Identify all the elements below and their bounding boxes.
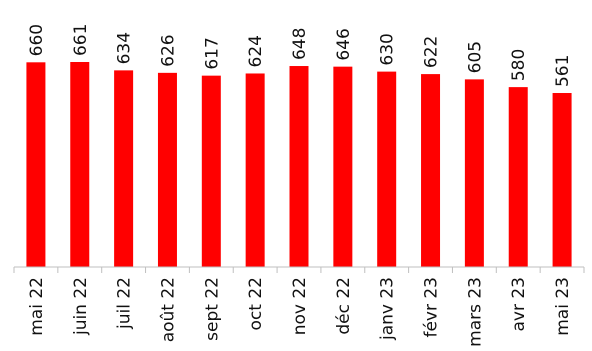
category-label: janv 23 <box>378 277 398 341</box>
data-label: 646 <box>334 28 354 60</box>
bar <box>201 75 221 268</box>
bar <box>245 73 265 267</box>
bar <box>289 66 309 267</box>
bar <box>157 72 177 267</box>
data-label: 630 <box>378 33 398 65</box>
bar <box>333 66 353 268</box>
category-label: juin 22 <box>71 277 91 336</box>
value-labels-group: 660 661 634 626 617 624 648 646 630 622 605 580 561 <box>27 24 573 87</box>
data-label: 624 <box>246 35 266 67</box>
bar <box>377 71 397 267</box>
data-label: 580 <box>509 49 529 81</box>
category-label: juil 22 <box>115 277 135 330</box>
data-label: 622 <box>422 36 442 68</box>
bar <box>508 87 528 268</box>
data-label: 626 <box>158 34 178 66</box>
category-labels-group: mai 22 juin 22 juil 22 août 22 sept 22 oct 22… <box>27 277 573 347</box>
category-label: sept 22 <box>202 277 222 341</box>
data-label: 617 <box>202 37 222 69</box>
x-axis-ticks-group <box>13 267 585 273</box>
bar <box>70 62 90 267</box>
category-label: mars 23 <box>465 277 485 347</box>
category-label: févr 23 <box>422 277 442 338</box>
category-label: avr 23 <box>509 277 529 332</box>
bar <box>114 70 134 268</box>
data-label: 605 <box>465 41 485 73</box>
data-label: 561 <box>553 55 573 87</box>
category-label: mai 23 <box>553 277 573 336</box>
category-label: oct 22 <box>246 277 266 330</box>
category-label: mai 22 <box>27 277 47 336</box>
bar <box>26 62 46 268</box>
data-label: 648 <box>290 28 310 60</box>
bar <box>552 93 572 267</box>
category-label: déc 22 <box>334 277 354 335</box>
bars-group <box>26 62 572 268</box>
bar <box>464 79 484 268</box>
data-label: 661 <box>71 24 91 56</box>
category-label: août 22 <box>158 277 178 342</box>
bar <box>421 74 441 267</box>
data-label: 660 <box>27 24 47 56</box>
category-label: nov 22 <box>290 277 310 335</box>
data-label: 634 <box>115 32 135 64</box>
